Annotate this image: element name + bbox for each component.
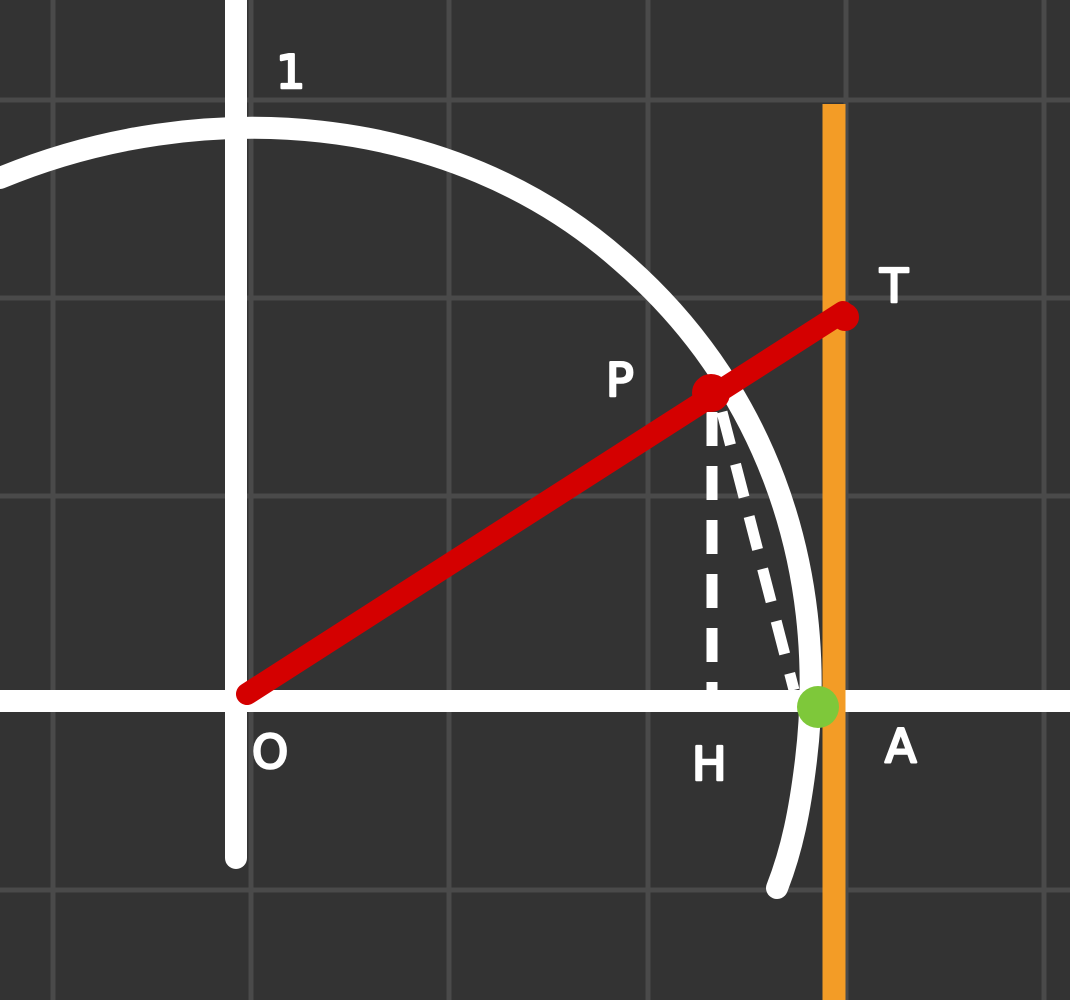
point-t-marker bbox=[831, 303, 859, 331]
label-p: P bbox=[606, 353, 634, 407]
label-h: H bbox=[692, 737, 727, 791]
radius-segment-ot bbox=[236, 301, 854, 705]
label-origin: O bbox=[252, 725, 288, 779]
label-a: A bbox=[885, 719, 917, 773]
dashed-line-pa bbox=[716, 410, 800, 692]
unit-circle-arc bbox=[0, 116, 822, 899]
label-t: T bbox=[879, 259, 909, 313]
point-a-marker bbox=[797, 686, 839, 728]
point-p-marker bbox=[692, 374, 730, 412]
label-one: 1 bbox=[276, 45, 305, 99]
